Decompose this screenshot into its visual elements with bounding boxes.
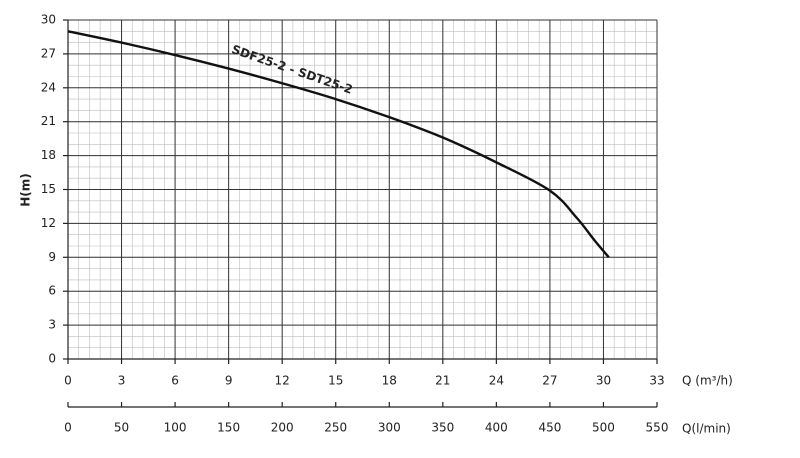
x2-tick-label: 250 (324, 421, 347, 435)
y-tick-label: 9 (48, 250, 56, 264)
curve (67, 30, 610, 259)
x2-tick-label: 400 (485, 421, 508, 435)
x-tick-label: 6 (171, 374, 179, 388)
y-tick-label: 27 (41, 46, 56, 60)
x-tick-label: 24 (489, 374, 504, 388)
x2-tick-label: 550 (646, 421, 669, 435)
x2-tick-label: 450 (538, 421, 561, 435)
x2-tick-label: 500 (592, 421, 615, 435)
x2-tick-label: 350 (431, 421, 454, 435)
y-axis-label: H(m) (19, 173, 33, 207)
x-axis-label: Q (m³/h) (682, 374, 733, 388)
x-tick-label: 18 (382, 374, 397, 388)
x-tick-label: 9 (225, 374, 233, 388)
x-tick-label: 3 (118, 374, 126, 388)
y-tick-label: 24 (41, 80, 56, 94)
y-tick-label: 6 (48, 284, 56, 298)
x-tick-label: 21 (435, 374, 450, 388)
y-tick-label: 0 (48, 352, 56, 366)
y-tick-label: 21 (41, 114, 56, 128)
x-tick-label: 30 (596, 374, 611, 388)
y-tick-label: 30 (41, 13, 56, 27)
x-tick-label: 12 (275, 374, 290, 388)
x-tick-label: 33 (649, 374, 664, 388)
x2-tick-label: 150 (217, 421, 240, 435)
x-tick-label: 0 (64, 374, 72, 388)
x2-tick-label: 300 (378, 421, 401, 435)
y-tick-label: 12 (41, 216, 56, 230)
x-tick-label: 27 (542, 374, 557, 388)
x2-axis-label: Q(l/min) (682, 422, 731, 436)
x2-tick-label: 200 (271, 421, 294, 435)
y-tick-label: 18 (41, 148, 56, 162)
y-tick-label: 3 (48, 318, 56, 332)
x2-tick-label: 50 (114, 421, 129, 435)
x-tick-label: 15 (328, 374, 343, 388)
y-tick-label: 15 (41, 182, 56, 196)
x2-tick-label: 100 (164, 421, 187, 435)
x2-tick-label: 0 (64, 421, 72, 435)
